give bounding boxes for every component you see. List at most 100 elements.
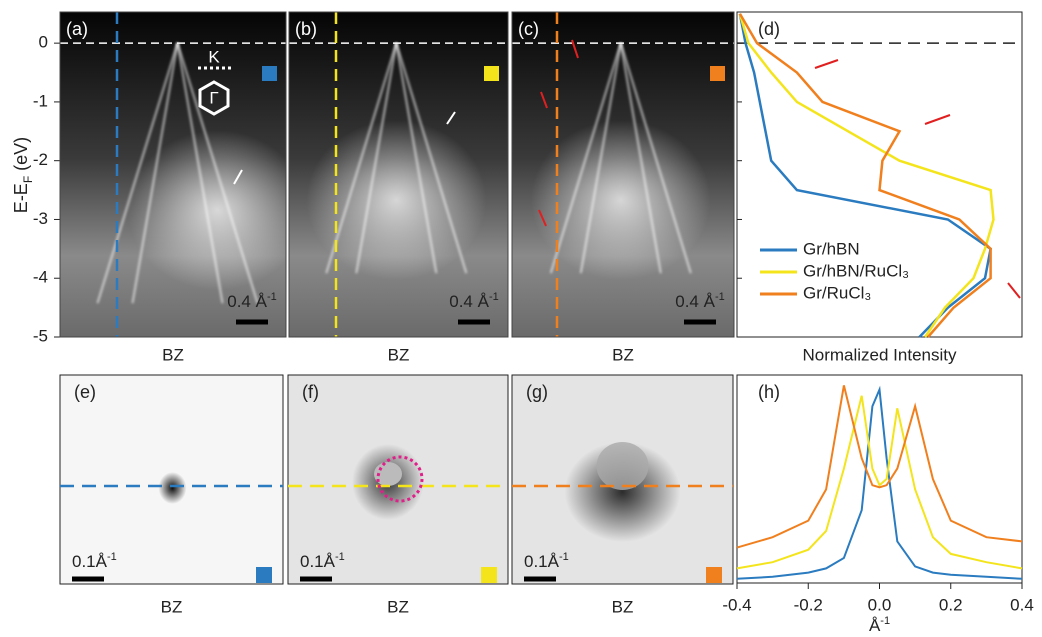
- scale-bar-sup: -1: [715, 291, 725, 303]
- panel-label: (a): [66, 19, 88, 39]
- y-tick-label: -1: [33, 91, 48, 110]
- x-label-main: Å: [869, 616, 881, 635]
- scale-bar-text: 0.1Å: [300, 552, 336, 571]
- profile-line: [738, 13, 992, 338]
- scale-bar-label: 0.1Å-1: [524, 551, 569, 572]
- scale-bar-label: 0.1Å-1: [300, 551, 345, 572]
- y-label-sub: F: [21, 176, 35, 183]
- intensity-glow: [530, 120, 711, 280]
- scale-bar-label: 0.4 Å-1: [675, 291, 724, 312]
- arrow: [446, 111, 456, 125]
- color-square: [710, 66, 725, 81]
- band: [579, 42, 622, 274]
- x-label: Å-1: [869, 615, 890, 636]
- scale-bar-sup: -1: [267, 291, 277, 303]
- x-tick-label: 0.4: [1010, 595, 1034, 614]
- color-square: [481, 567, 497, 583]
- scale-bar-text: 0.4 Å: [227, 292, 267, 311]
- profile-line: [736, 385, 1023, 580]
- x-label: BZ: [162, 345, 184, 364]
- scale-bar-text: 0.4 Å: [449, 292, 489, 311]
- legend-label: Gr/hBN: [803, 239, 860, 258]
- band: [549, 42, 622, 274]
- color-square: [706, 567, 722, 583]
- band: [395, 42, 468, 274]
- band: [176, 42, 224, 304]
- panel-frame: [288, 11, 509, 338]
- arrow: [924, 114, 951, 125]
- arrow: [571, 39, 579, 59]
- gamma-label: Γ: [209, 88, 218, 107]
- x-tick-label: -0.4: [722, 595, 751, 614]
- scale-bar-text: 0.1Å: [72, 552, 108, 571]
- profile-charts: Gr/hBN Gr/hBN/RuCl₃ Gr/RuCl₃ (d) Normalized …: [722, 11, 1034, 636]
- band: [96, 42, 179, 304]
- band: [325, 42, 398, 274]
- fermi-circle: [376, 455, 424, 503]
- legend-label: Gr/hBN/RuCl₃: [803, 261, 909, 280]
- panel-label: (g): [526, 382, 548, 402]
- scale-bar-sup: -1: [107, 551, 117, 563]
- intensity-glow: [127, 130, 308, 290]
- y-label-main: E-E: [11, 183, 31, 213]
- x-label: BZ: [612, 345, 634, 364]
- color-square: [262, 66, 277, 81]
- y-label-unit: (eV): [11, 137, 31, 176]
- panel-label: (f): [302, 382, 319, 402]
- x-tick-label: 0.2: [939, 595, 963, 614]
- y-tick-label: -2: [33, 150, 48, 169]
- profile-line: [736, 395, 1023, 570]
- intensity-glow: [306, 120, 487, 280]
- x-label: Normalized Intensity: [802, 345, 957, 364]
- scale-bar-label: 0.4 Å-1: [449, 291, 498, 312]
- panel-label: (b): [295, 19, 317, 39]
- x-label: BZ: [388, 345, 410, 364]
- color-square: [256, 567, 272, 583]
- arrow: [233, 169, 243, 185]
- scale-bar-text: 0.1Å: [524, 552, 560, 571]
- arrow: [814, 59, 839, 69]
- arrow: [538, 209, 547, 227]
- y-tick-label: 0: [39, 33, 48, 52]
- panel-label: (c): [518, 19, 539, 39]
- fermi-spot: [158, 472, 187, 504]
- x-label: BZ: [387, 597, 409, 616]
- panel-label: (h): [758, 382, 780, 402]
- fermi-maps: (e)0.1Å-1BZ(f)0.1Å-1BZ(g)0.1Å-1BZ: [59, 374, 734, 616]
- profile-line: [738, 13, 992, 338]
- annotations: K Γ: [198, 39, 1021, 503]
- legend-label: Gr/RuCl₃: [803, 283, 871, 302]
- y-tick-label: -5: [33, 326, 48, 345]
- x-tick-label: -0.2: [794, 595, 823, 614]
- arrow: [1007, 282, 1021, 299]
- band: [395, 42, 438, 274]
- band: [619, 42, 662, 274]
- scale-bar-sup: -1: [489, 291, 499, 303]
- y-axis-label: E-EF (eV): [11, 137, 35, 213]
- arpes-panels: 0-1-2-3-4-5(a)0.4 Å-1BZ(b)0.4 Å-1BZ(c)0.…: [33, 11, 735, 364]
- arrow: [540, 91, 548, 109]
- scale-bar-sup: -1: [559, 551, 569, 563]
- band: [131, 42, 179, 304]
- band: [176, 42, 259, 304]
- plot-frame: [736, 374, 1023, 584]
- panel-label: (e): [74, 382, 96, 402]
- fermi-hole: [596, 442, 649, 490]
- profile-line: [736, 385, 1023, 549]
- y-tick-label: -3: [33, 209, 48, 228]
- scale-bar-sup: -1: [335, 551, 345, 563]
- panel-frame: [511, 11, 735, 338]
- band: [619, 42, 692, 274]
- x-label: BZ: [612, 597, 634, 616]
- y-tick-label: -4: [33, 268, 48, 287]
- x-label-sup: -1: [880, 615, 890, 627]
- scale-bar-text: 0.4 Å: [675, 292, 715, 311]
- panel-frame: [59, 11, 287, 338]
- panel-label: (d): [758, 19, 780, 39]
- bz-hexagon: [198, 80, 230, 116]
- scale-bar-label: 0.4 Å-1: [227, 291, 276, 312]
- k-label: K: [208, 47, 220, 66]
- x-tick-label: 0.0: [868, 595, 892, 614]
- band: [355, 42, 398, 274]
